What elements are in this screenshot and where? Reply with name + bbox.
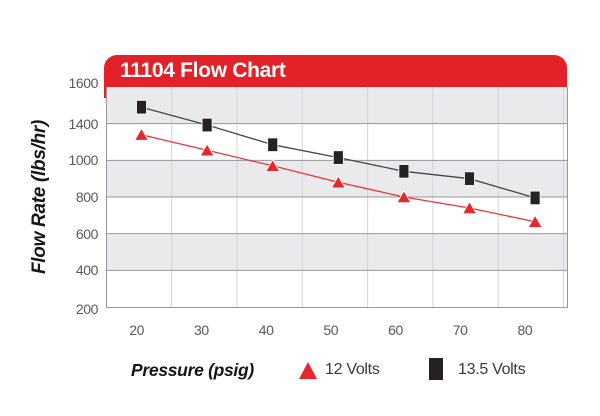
x-tick-label: 60 — [388, 322, 403, 338]
y-tick-label: 400 — [75, 262, 99, 279]
legend-label-13-5v: 13.5 Volts — [458, 361, 526, 378]
x-tick-label: 40 — [258, 322, 274, 338]
data-point-13-5-volts — [332, 150, 344, 165]
chart-title-banner: 11104 Flow Chart — [104, 55, 567, 87]
legend-13-5v-square-icon — [429, 358, 443, 380]
y-tick-label: 800 — [75, 189, 99, 205]
x-tick-label: 50 — [323, 322, 339, 338]
data-point-12-volts — [396, 189, 412, 203]
chart-canvas — [107, 87, 567, 307]
data-point-12-volts — [134, 127, 149, 141]
x-tick-label: 80 — [517, 322, 533, 338]
data-point-13-5-volts — [464, 171, 475, 186]
x-tick-label: 30 — [194, 322, 209, 338]
data-point-13-5-volts — [201, 117, 213, 133]
y-tick-label: 600 — [75, 225, 99, 242]
data-point-13-5-volts — [136, 99, 147, 115]
y-tick-label: 1000 — [68, 152, 98, 169]
data-point-13-5-volts — [398, 164, 410, 179]
band-row — [107, 233, 567, 271]
y-axis-title-text: Flow Rate (lbs/hr) — [29, 120, 50, 274]
y-tick-label: 1400 — [68, 115, 98, 132]
y-tick-label: 1600 — [68, 75, 98, 91]
data-point-12-volts — [462, 200, 477, 214]
data-point-12-volts — [527, 214, 543, 228]
banner-corner-notch — [104, 86, 107, 98]
plot-area — [106, 87, 568, 308]
chart-title: 11104 Flow Chart — [120, 59, 286, 82]
y-tick-label: 200 — [75, 301, 99, 317]
data-point-13-5-volts — [529, 190, 541, 206]
band-row — [107, 87, 567, 124]
data-point-13-5-volts — [267, 137, 279, 152]
data-point-12-volts — [330, 175, 346, 189]
data-point-12-volts — [265, 158, 281, 172]
x-tick-label: 20 — [129, 322, 145, 338]
data-point-12-volts — [199, 143, 215, 157]
legend-12v-triangle-icon — [299, 362, 317, 379]
x-axis-title: Pressure (psig) — [131, 360, 254, 380]
x-tick-label: 70 — [452, 322, 468, 338]
legend-label-12v: 12 Volts — [325, 361, 380, 378]
